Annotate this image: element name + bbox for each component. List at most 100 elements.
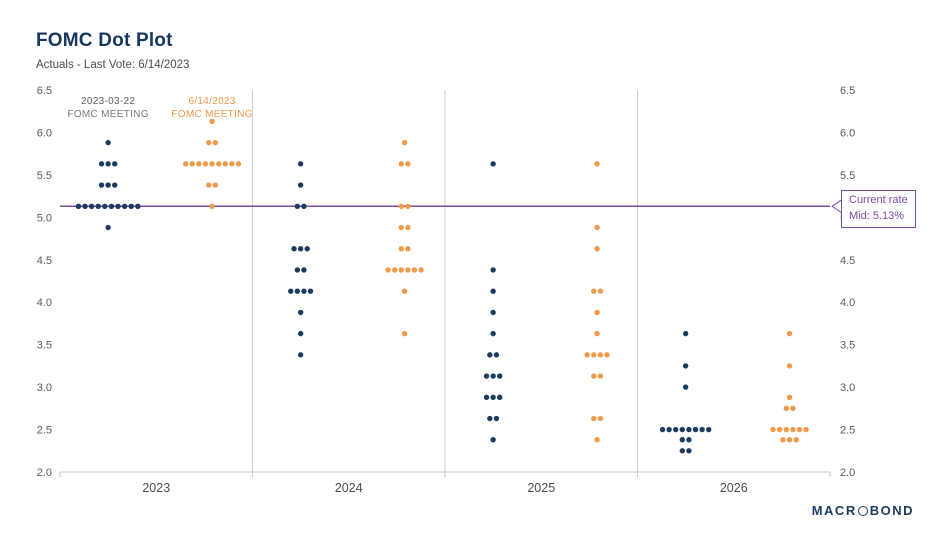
projection-dot — [682, 384, 689, 390]
projection-dot — [594, 161, 600, 167]
projection-dot — [398, 224, 404, 231]
projection-dot — [594, 246, 600, 252]
y-axis-label-right: 2.0 — [840, 467, 855, 479]
projection-dot — [487, 415, 493, 422]
projection-dot — [202, 161, 209, 167]
projection-dot — [297, 352, 304, 358]
projection-dot — [182, 161, 189, 167]
projection-dot — [398, 267, 404, 273]
projection-dot — [291, 246, 297, 252]
projection-dot — [209, 203, 215, 209]
logo-text-left: MACR — [811, 503, 857, 518]
projection-dot — [307, 288, 314, 294]
projection-dot — [189, 161, 195, 167]
projection-dot — [288, 288, 294, 294]
x-axis-label: 2023 — [142, 481, 170, 495]
projection-dot — [490, 267, 496, 273]
y-axis-label-right: 4.5 — [840, 255, 855, 267]
y-axis-label-left: 4.5 — [37, 255, 52, 267]
projection-dot — [483, 394, 490, 400]
page-title: FOMC Dot Plot — [36, 30, 173, 51]
projection-dot — [105, 224, 111, 231]
projection-dot — [108, 203, 115, 209]
y-axis-label-right: 2.5 — [840, 425, 855, 437]
projection-dot — [401, 330, 408, 337]
projection-dot — [682, 363, 689, 369]
projection-dot — [98, 161, 105, 167]
y-axis-label-right: 6.5 — [840, 85, 855, 97]
legend-label-line1: 2023-03-22 — [81, 96, 135, 107]
projection-dot — [105, 139, 111, 146]
projection-dot — [105, 161, 111, 167]
projection-dot — [411, 267, 418, 273]
projection-dot — [776, 426, 783, 433]
y-axis-label-left: 2.5 — [37, 425, 52, 437]
projection-dot — [398, 246, 404, 252]
projection-dot — [297, 246, 304, 252]
projection-dot — [790, 405, 796, 412]
projection-dot — [493, 352, 500, 358]
projection-dot — [135, 203, 141, 209]
current-rate-value: Mid: 5.13% — [849, 210, 905, 223]
y-axis-label-left: 5.5 — [37, 170, 52, 182]
projection-dot — [786, 437, 793, 443]
y-axis-label-right: 3.5 — [840, 340, 855, 352]
projection-dot — [401, 288, 408, 294]
projection-dot — [75, 203, 82, 209]
projection-dot — [692, 426, 699, 433]
projection-dot — [235, 161, 242, 167]
projection-dot — [597, 352, 604, 358]
projection-dot — [206, 182, 212, 188]
projection-dot — [105, 182, 111, 188]
projection-dot — [793, 437, 799, 443]
projection-dot — [98, 182, 105, 188]
projection-dot — [783, 426, 789, 433]
x-axis-label: 2026 — [720, 481, 748, 495]
projection-dot — [803, 426, 809, 433]
projection-dot — [686, 437, 692, 443]
projection-dot — [112, 161, 118, 167]
projection-dot — [385, 267, 391, 273]
projection-dot — [497, 373, 503, 379]
y-axis-label-right: 3.0 — [840, 382, 855, 394]
projection-dot — [490, 330, 496, 337]
projection-dot — [490, 309, 496, 316]
projection-dot — [294, 203, 301, 209]
projection-dot — [597, 373, 604, 379]
projection-dot — [490, 288, 496, 294]
projection-dot — [490, 394, 496, 400]
projection-dot — [679, 448, 686, 454]
projection-dot — [594, 437, 600, 443]
projection-dot — [405, 203, 411, 209]
projection-dot — [682, 330, 689, 337]
projection-dot — [196, 161, 202, 167]
projection-dot — [401, 139, 408, 146]
projection-dot — [487, 352, 493, 358]
projection-dot — [82, 203, 88, 209]
y-axis-label-left: 3.5 — [37, 340, 52, 352]
projection-dot — [128, 203, 134, 209]
y-axis-label-left: 2.0 — [37, 467, 52, 479]
projection-dot — [304, 246, 310, 252]
x-axis-label: 2024 — [335, 481, 363, 495]
projection-dot — [112, 182, 118, 188]
y-axis-label-left: 3.0 — [37, 382, 52, 394]
projection-dot — [706, 426, 712, 433]
projection-dot — [686, 448, 692, 454]
projection-dot — [786, 330, 793, 337]
projection-dot — [398, 203, 404, 209]
projection-dot — [591, 415, 597, 422]
projection-dot — [490, 373, 496, 379]
current-rate-annotation: Current rate Mid: 5.13% — [841, 190, 916, 229]
logo-circle-icon — [857, 505, 868, 516]
projection-dot — [209, 161, 215, 167]
projection-dot — [594, 330, 600, 337]
projection-dot — [786, 394, 793, 400]
y-axis-label-left: 6.0 — [37, 127, 52, 139]
projection-dot — [405, 161, 411, 167]
projection-dot — [679, 437, 686, 443]
projection-dot — [659, 426, 666, 433]
projection-dot — [493, 415, 500, 422]
projection-dot — [770, 426, 776, 433]
projection-dot — [297, 309, 304, 316]
